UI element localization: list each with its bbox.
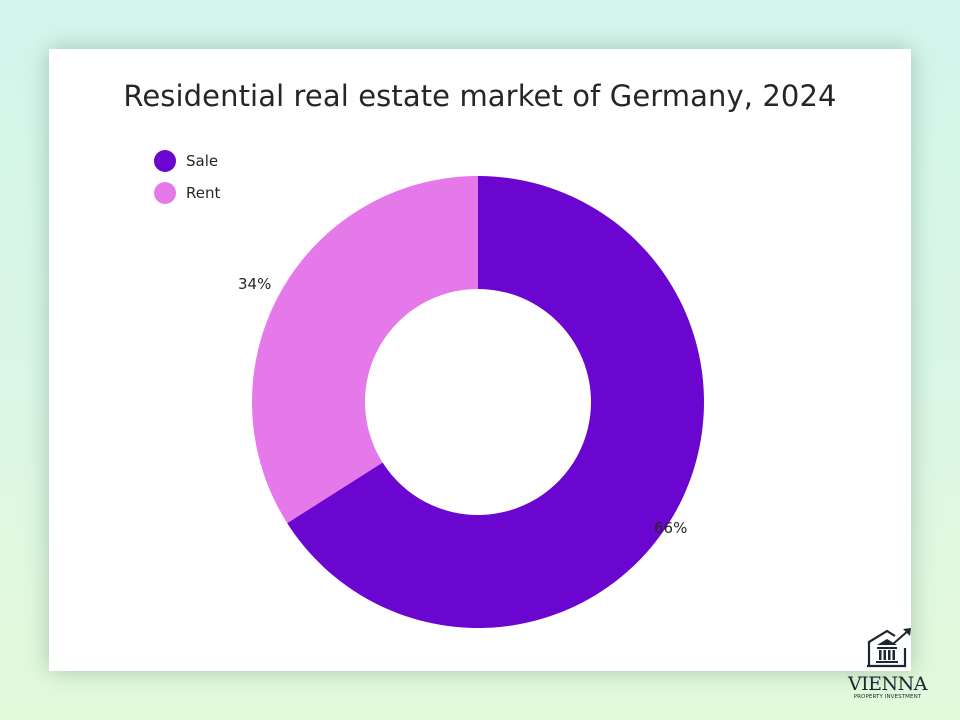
donut-slice-sale xyxy=(287,176,704,628)
building-growth-icon xyxy=(866,628,911,668)
rent-percent-label: 34% xyxy=(238,275,271,293)
vienna-logo: VIENNA PROPERTY INVESTMENT xyxy=(845,626,930,706)
sale-percent-label: 66% xyxy=(654,519,687,537)
legend-label-sale: Sale xyxy=(186,152,219,170)
legend: Sale Rent xyxy=(154,145,220,209)
legend-swatch-sale xyxy=(154,150,176,172)
logo-name: VIENNA xyxy=(847,673,928,695)
legend-label-rent: Rent xyxy=(186,184,221,202)
legend-item-sale: Sale xyxy=(154,145,220,177)
chart-title: Residential real estate market of German… xyxy=(123,79,837,113)
legend-swatch-rent xyxy=(154,182,176,204)
donut-slice-rent xyxy=(251,176,478,524)
legend-item-rent: Rent xyxy=(154,177,220,209)
donut-chart: 34% 66% xyxy=(238,176,704,628)
chart-card: Residential real estate market of German… xyxy=(49,49,911,671)
logo-subtitle: PROPERTY INVESTMENT xyxy=(853,694,922,700)
